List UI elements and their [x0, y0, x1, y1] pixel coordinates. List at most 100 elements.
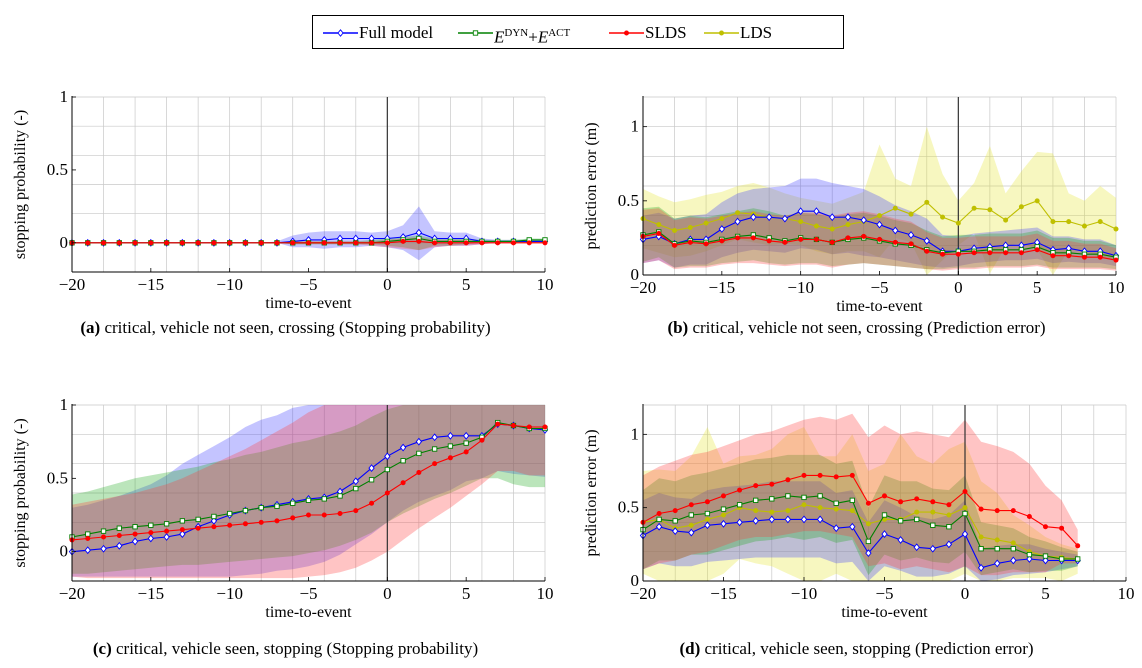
data-point — [431, 446, 438, 452]
data-point — [672, 242, 678, 248]
y-tick-label: 0 — [631, 265, 640, 284]
chart-d-svg: −20 −15 −10 −5 0 5 10 0 0.5 1 time-to-event predict… — [583, 404, 1135, 621]
data-point — [290, 515, 296, 521]
x-axis-label: time-to-event — [265, 295, 352, 312]
data-point — [876, 220, 883, 229]
data-point — [753, 508, 759, 514]
data-point — [447, 443, 454, 449]
data-point — [971, 205, 977, 211]
data-point — [179, 518, 186, 524]
data-point — [131, 537, 139, 546]
data-point — [526, 424, 532, 430]
x-tick-label: −10 — [216, 275, 243, 294]
data-point — [736, 518, 743, 527]
x-tick-label: 10 — [1118, 584, 1135, 603]
band-e-dyn-e-act — [643, 454, 1078, 576]
y-tick-label: 1 — [60, 87, 69, 106]
data-point — [813, 236, 819, 242]
data-point — [945, 540, 953, 549]
x-tick-label: 0 — [961, 584, 970, 603]
data-point — [801, 472, 807, 478]
data-point — [753, 497, 759, 503]
data-point — [971, 250, 977, 256]
data-point — [384, 466, 390, 473]
y-tick-label: 1 — [631, 424, 640, 443]
data-point — [688, 522, 694, 528]
data-point — [1066, 219, 1072, 225]
data-point — [865, 549, 872, 558]
data-point — [785, 508, 791, 514]
x-tick-label: −5 — [875, 584, 893, 603]
data-point — [924, 248, 930, 254]
data-point — [769, 509, 775, 515]
legend-label: SLDS — [645, 23, 687, 42]
y-tick-label: 0.5 — [618, 191, 639, 210]
data-point — [1042, 553, 1049, 559]
caption-letter: (a) — [80, 318, 101, 337]
data-point — [687, 239, 693, 245]
data-point — [479, 437, 485, 443]
data-point — [881, 493, 887, 499]
legend-entry-full-model: Full model — [323, 23, 433, 42]
data-point — [940, 214, 946, 220]
x-tick-label: −20 — [59, 275, 86, 294]
data-point — [688, 512, 694, 518]
data-point — [672, 518, 678, 524]
data-point — [703, 241, 709, 247]
caption-text: critical, vehicle not seen, crossing (St… — [100, 318, 491, 337]
data-point — [462, 431, 470, 440]
data-point — [1010, 508, 1016, 514]
legend-graphic: Full model EDYN+EACT SLDS LDS — [323, 23, 772, 47]
data-point — [274, 518, 280, 524]
data-point — [785, 493, 791, 499]
data-point — [290, 500, 296, 506]
data-point — [210, 516, 218, 525]
x-tick-label: 0 — [383, 275, 392, 294]
data-point — [447, 455, 453, 461]
data-point — [369, 500, 375, 506]
x-tick-label: 10 — [1108, 278, 1125, 297]
legend-marker — [718, 30, 724, 36]
chart-d: −20 −15 −10 −5 0 5 10 0 0.5 1 time-to-event predict… — [571, 365, 1142, 621]
data-point — [305, 240, 311, 246]
caption-d: (d) critical, vehicle seen, stopping (Pr… — [571, 639, 1142, 659]
data-point — [290, 240, 296, 246]
data-point — [116, 240, 122, 246]
data-point — [833, 506, 839, 512]
data-point — [258, 519, 264, 525]
data-point — [1097, 219, 1103, 225]
data-point — [766, 238, 772, 244]
band-slds — [643, 413, 1078, 576]
legend-label: Full model — [359, 23, 433, 42]
data-point — [987, 250, 993, 256]
caption-c: (c) critical, vehicle seen, stopping (St… — [0, 639, 571, 659]
data-point — [977, 563, 985, 572]
x-tick-label: −15 — [709, 278, 736, 297]
y-tick-label: 0.5 — [47, 468, 68, 487]
data-point — [849, 508, 855, 514]
series-slds — [69, 421, 548, 543]
data-point — [526, 240, 532, 246]
data-point — [829, 239, 835, 245]
data-point — [907, 231, 915, 239]
legend-marker — [623, 30, 629, 36]
series-full-model — [639, 515, 1081, 572]
y-tick-label: 0 — [60, 233, 69, 252]
data-point — [415, 437, 423, 446]
data-point — [817, 472, 823, 478]
data-point — [211, 240, 217, 246]
data-point — [1003, 250, 1009, 256]
data-point — [994, 559, 1001, 568]
band-full-model — [643, 481, 1078, 581]
data-point — [946, 524, 952, 530]
data-point — [258, 505, 264, 511]
caption-a: (a) critical, vehicle not seen, crossing… — [0, 318, 571, 338]
caption-letter: (b) — [667, 318, 689, 337]
series-full-model — [639, 207, 1120, 260]
data-point — [1026, 555, 1033, 563]
chart-legend: Full model EDYN+EACT SLDS LDS — [312, 15, 844, 49]
y-tick-label: 0 — [631, 571, 640, 590]
data-point — [1034, 198, 1040, 204]
data-point — [116, 541, 123, 550]
data-point — [447, 431, 454, 440]
